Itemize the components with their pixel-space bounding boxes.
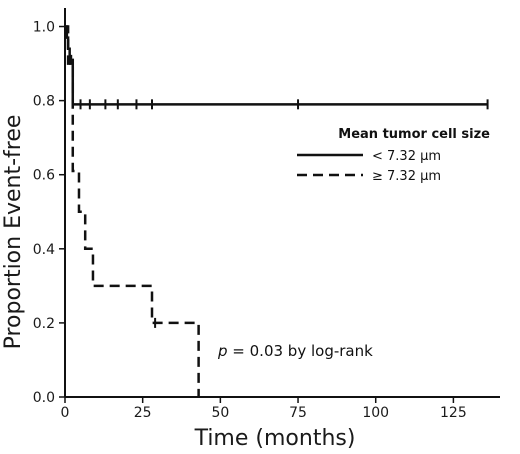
ticks: 0 25 50 75 100 125 0.0 0.2 0.4 0.6 0.8 1.0 [33,20,467,421]
x-tick-label: 125 [440,405,467,421]
p-value-annotation: p = 0.03 by log-rank [217,342,373,360]
legend-label-small: < 7.32 μm [372,149,441,164]
y-axis-title: Proportion Event-free [1,115,26,350]
p-symbol: p [217,342,228,360]
series-layer [65,25,489,397]
x-tick-label: 0 [61,405,70,421]
y-tick-label: 0.4 [33,242,55,258]
x-axis-title: Time (months) [194,426,356,451]
legend-title: Mean tumor cell size [338,127,490,142]
y-tick-label: 1.0 [33,20,55,36]
y-tick-label: 0.8 [33,94,55,110]
legend-label-large: ≥ 7.32 μm [372,169,441,184]
p-value-text: = 0.03 by log-rank [228,342,374,360]
y-tick-label: 0.6 [33,168,55,184]
legend: Mean tumor cell size < 7.32 μm ≥ 7.32 μm [297,127,490,184]
x-tick-label: 50 [211,405,229,421]
series-line-0 [65,25,488,106]
axes [64,8,500,398]
x-tick-label: 25 [134,405,152,421]
y-tick-label: 0.0 [33,390,55,406]
x-tick-label: 100 [362,405,389,421]
y-tick-label: 0.2 [33,316,55,332]
series-line-1 [65,25,200,397]
x-tick-label: 75 [289,405,307,421]
